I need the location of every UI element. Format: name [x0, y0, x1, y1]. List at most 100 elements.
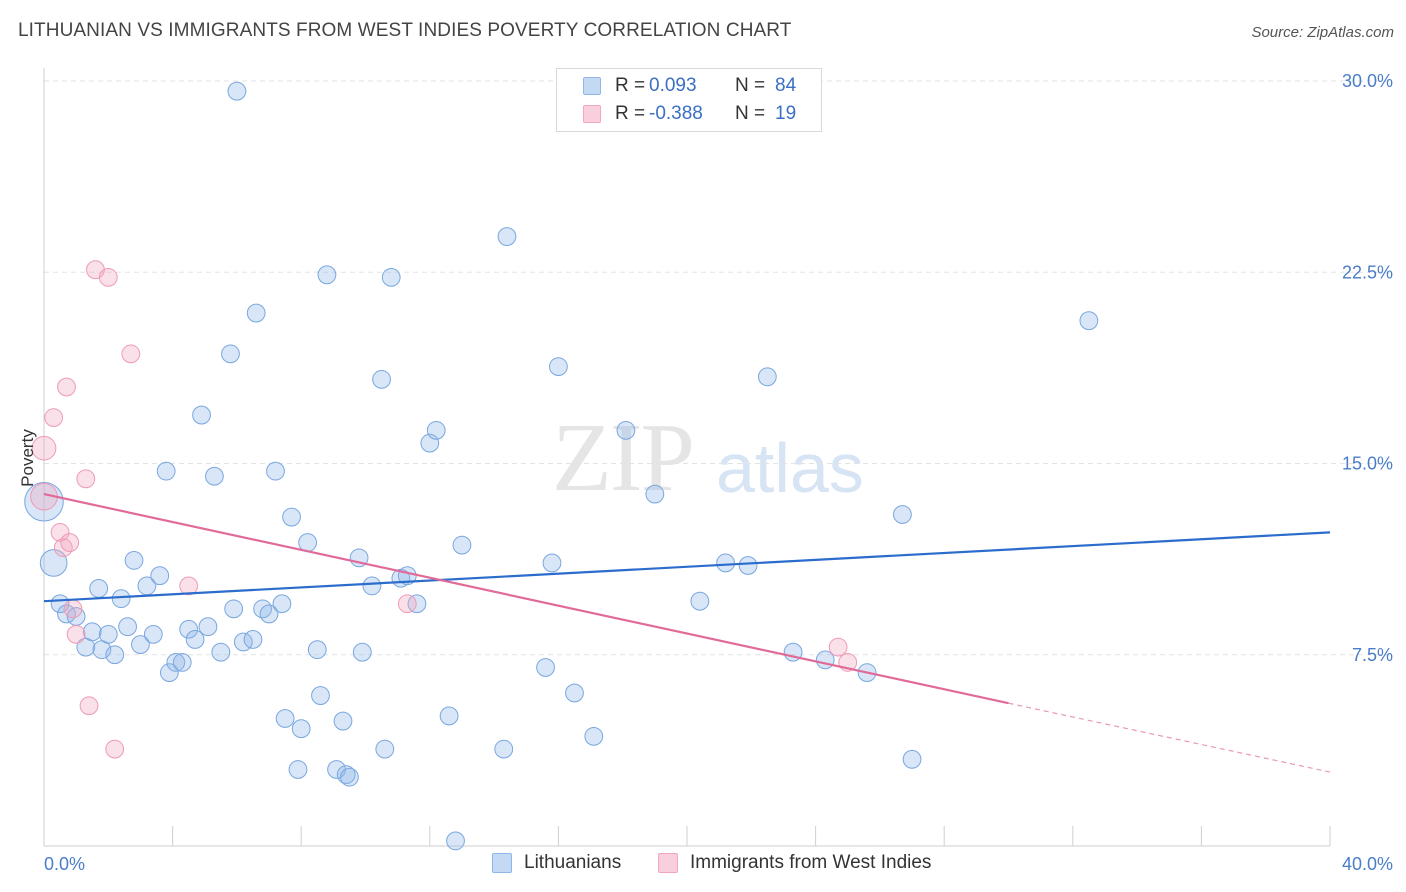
point-lithuanians	[131, 635, 150, 654]
point-lithuanians	[381, 267, 401, 287]
point-lithuanians	[893, 505, 912, 524]
chart-title: LITHUANIAN VS IMMIGRANTS FROM WEST INDIE…	[18, 20, 792, 41]
point-lithuanians	[291, 719, 311, 739]
point-west-indies	[66, 624, 86, 644]
grid-layer	[44, 80, 1392, 656]
point-lithuanians	[311, 686, 330, 705]
point-lithuanians	[272, 594, 292, 614]
legend-r-label: R =	[615, 103, 646, 124]
points-layer	[24, 81, 1099, 851]
legend-r-value: 0.093	[649, 75, 697, 96]
point-west-indies	[76, 469, 96, 489]
point-lithuanians	[439, 706, 459, 726]
y-tick-label: 15.0%	[1342, 454, 1393, 474]
labels-layer: 7.5% 15.0% 22.5% 30.0% 0.0% 40.0% Poverty	[18, 71, 1393, 874]
point-lithuanians	[205, 466, 224, 486]
point-lithuanians	[159, 663, 179, 682]
x-tick-label: 0.0%	[44, 854, 85, 874]
point-lithuanians	[372, 369, 391, 389]
point-lithuanians	[243, 630, 263, 649]
point-lithuanians	[317, 265, 337, 285]
point-lithuanians	[224, 599, 244, 619]
point-west-indies	[63, 599, 83, 619]
point-west-indies	[44, 408, 64, 427]
point-west-indies	[53, 538, 73, 558]
point-lithuanians	[716, 553, 735, 573]
point-lithuanians	[549, 357, 568, 376]
point-west-indies	[79, 696, 99, 716]
point-west-indies	[98, 267, 118, 287]
point-west-indies	[397, 594, 417, 614]
point-lithuanians	[227, 81, 247, 101]
legend-row-lithuanians: R = 0.093 N = 84	[583, 73, 796, 99]
point-lithuanians	[738, 556, 758, 575]
point-lithuanians	[166, 653, 186, 672]
point-lithuanians	[902, 749, 922, 769]
legend-r-value: -0.388	[649, 103, 703, 124]
point-lithuanians	[616, 420, 636, 440]
point-lithuanians	[266, 461, 285, 481]
legend-label-lithuanians: Lithuanians	[524, 852, 622, 873]
trend-line-west-indies	[43, 493, 1009, 705]
y-tick-label: 22.5%	[1342, 262, 1393, 282]
y-axis-title: Poverty	[18, 429, 37, 487]
legend-r-label: R =	[615, 75, 646, 96]
x-tick-label: 40.0%	[1342, 854, 1393, 874]
legend-swatch-blue	[492, 853, 512, 873]
point-lithuanians	[565, 683, 584, 703]
legend-n-label: N =	[735, 75, 766, 96]
point-west-indies	[60, 533, 80, 552]
point-lithuanians	[111, 589, 131, 609]
point-lithuanians	[179, 619, 199, 639]
point-lithuanians	[275, 709, 295, 728]
point-lithuanians	[645, 484, 665, 504]
y-tick-label: 30.0%	[1342, 71, 1393, 91]
point-lithuanians	[536, 658, 555, 677]
point-lithuanians	[185, 630, 205, 649]
point-lithuanians	[282, 507, 301, 527]
point-lithuanians	[1079, 311, 1099, 331]
legend-item-lithuanians: Lithuanians	[492, 852, 621, 874]
legend-swatch-pink	[583, 105, 601, 123]
legend-item-west-indies: Immigrants from West Indies	[658, 852, 931, 874]
point-lithuanians	[340, 767, 359, 787]
legend-swatch-blue	[583, 77, 601, 95]
point-lithuanians	[156, 461, 176, 481]
point-lithuanians	[497, 227, 517, 246]
point-lithuanians	[24, 481, 64, 522]
point-west-indies	[105, 739, 125, 759]
point-lithuanians	[211, 642, 231, 662]
legend-n-value: 84	[775, 75, 797, 96]
point-west-indies	[179, 576, 199, 596]
point-lithuanians	[118, 617, 137, 637]
series-legend: Lithuanians Immigrants from West Indies	[0, 852, 1406, 878]
point-lithuanians	[89, 579, 109, 598]
point-lithuanians	[584, 726, 604, 746]
point-lithuanians	[82, 622, 102, 642]
point-west-indies	[57, 377, 76, 397]
trend-layer	[43, 493, 1331, 773]
legend-n-value: 19	[775, 103, 797, 124]
point-lithuanians	[352, 642, 372, 662]
axis-layer	[43, 68, 1331, 847]
point-lithuanians	[426, 420, 446, 440]
point-lithuanians	[198, 617, 218, 637]
point-lithuanians	[333, 711, 353, 731]
point-lithuanians	[362, 576, 382, 596]
point-lithuanians	[757, 367, 777, 387]
watermark-atlas: atlas	[716, 429, 864, 507]
point-lithuanians	[221, 344, 240, 364]
point-west-indies	[31, 435, 57, 461]
legend-label-west-indies: Immigrants from West Indies	[690, 852, 932, 873]
point-lithuanians	[259, 604, 279, 624]
trend-line-west-indies-extension	[1008, 702, 1331, 773]
point-lithuanians	[690, 591, 710, 611]
legend-row-west-indies: R = -0.388 N = 19	[583, 101, 796, 127]
y-tick-label: 7.5%	[1352, 645, 1393, 665]
trend-line-lithuanians	[43, 531, 1331, 603]
point-lithuanians	[98, 624, 118, 644]
legend-n-label: N =	[735, 103, 766, 124]
point-lithuanians	[288, 760, 308, 779]
chart-source: Source: ZipAtlas.com	[1251, 24, 1394, 41]
